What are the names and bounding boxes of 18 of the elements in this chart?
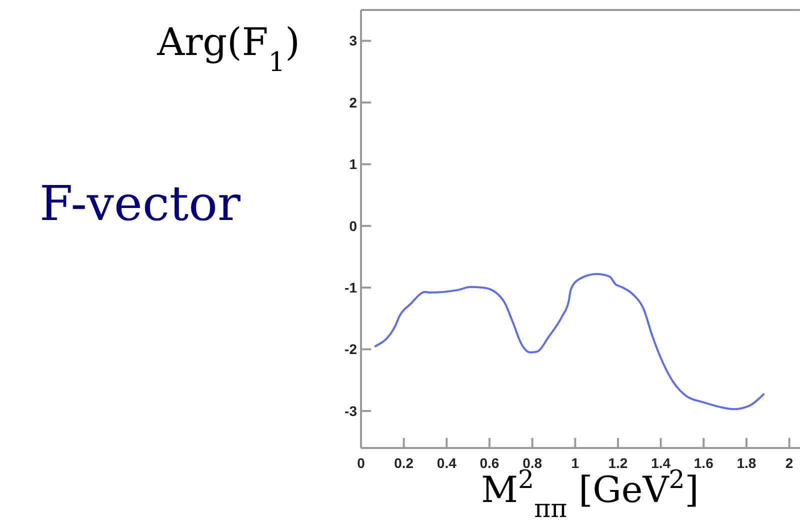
text: F-vector (40, 176, 241, 232)
x-tick-label: 0.2 (394, 455, 414, 471)
line-series (374, 273, 765, 410)
y-tick-label: -3 (344, 402, 358, 419)
x-tick-label: 1 (571, 455, 580, 471)
y-tick-label: 2 (349, 94, 358, 110)
x-tick-label: 1.6 (694, 455, 714, 471)
x-tick-label: 1.8 (736, 455, 756, 471)
x-tick-label: 0.4 (436, 455, 457, 471)
y-tick-label: -2 (344, 341, 358, 358)
x-tick-label: 2 (785, 455, 794, 471)
y-tick-label: 3 (349, 32, 358, 49)
x-tick-label: 1.4 (651, 455, 671, 471)
y-tick-label: 0 (349, 218, 358, 234)
y-tick-label: -1 (344, 280, 358, 296)
y-axis-title: Arg(F$_{1}$) (156, 20, 300, 78)
x-tick-label: 1.2 (608, 455, 628, 471)
y-tick-label: 1 (349, 156, 358, 172)
